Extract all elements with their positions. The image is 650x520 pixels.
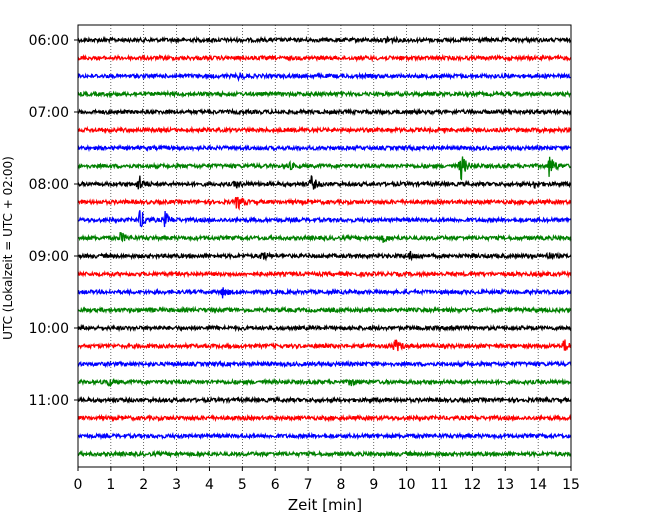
trace-0915 — [77, 269, 572, 279]
y-axis-title: UTC (Lokalzeit = UTC + 02:00) — [1, 156, 15, 340]
x-tick-label: 12 — [463, 477, 481, 493]
trace-0845 — [77, 231, 572, 243]
trace-0630 — [77, 71, 572, 83]
trace-1130 — [77, 431, 572, 441]
x-tick-label: 2 — [139, 477, 148, 493]
y-tick-label: 11:00 — [29, 393, 69, 409]
y-axis-ticks: 06:00 07:00 08:00 09:00 10:00 11:00 — [29, 33, 78, 409]
y-tick-label: 10:00 — [29, 321, 69, 337]
trace-0615 — [77, 53, 572, 63]
trace-0645 — [77, 89, 572, 99]
trace-0900 — [77, 250, 572, 262]
trace-0930 — [77, 287, 572, 299]
trace-0700 — [77, 107, 572, 117]
x-tick-label: 14 — [529, 477, 547, 493]
trace-0830 — [77, 210, 572, 228]
x-tick-label: 11 — [431, 477, 449, 493]
x-tick-label: 8 — [336, 477, 345, 493]
trace-1145 — [77, 449, 572, 459]
y-tick-label: 08:00 — [29, 177, 69, 193]
trace-1030 — [77, 359, 572, 369]
x-tick-label: 1 — [106, 477, 115, 493]
trace-0600 — [77, 35, 572, 45]
x-tick-label: 3 — [172, 477, 181, 493]
x-tick-label: 9 — [369, 477, 378, 493]
y-tick-label: 06:00 — [29, 33, 69, 49]
trace-1045 — [77, 377, 572, 388]
y-tick-label: 09:00 — [29, 249, 69, 265]
plot-frame — [77, 24, 572, 468]
x-tick-label: 10 — [398, 477, 416, 493]
x-tick-label: 0 — [74, 477, 83, 493]
x-tick-label: 13 — [496, 477, 514, 493]
trace-1115 — [77, 413, 572, 423]
x-axis-title: Zeit [min] — [288, 496, 362, 514]
trace-1015 — [77, 339, 572, 352]
trace-0745 — [77, 156, 572, 181]
x-axis-ticks: 0 1 2 3 4 5 6 7 8 9 10 11 12 13 14 15 — [74, 467, 580, 493]
x-tick-label: 4 — [205, 477, 214, 493]
x-tick-label: 5 — [238, 477, 247, 493]
x-tick-label: 15 — [562, 477, 580, 493]
seismogram-traces — [77, 35, 572, 459]
x-tick-label: 7 — [304, 477, 313, 493]
trace-0815 — [77, 196, 572, 211]
trace-0715 — [77, 125, 572, 135]
y-tick-label: 07:00 — [29, 105, 69, 121]
trace-0945 — [77, 305, 572, 315]
trace-0800 — [77, 175, 572, 190]
trace-0730 — [77, 143, 572, 153]
x-tick-label: 6 — [271, 477, 280, 493]
trace-1000 — [77, 323, 572, 333]
trace-1100 — [77, 395, 572, 405]
